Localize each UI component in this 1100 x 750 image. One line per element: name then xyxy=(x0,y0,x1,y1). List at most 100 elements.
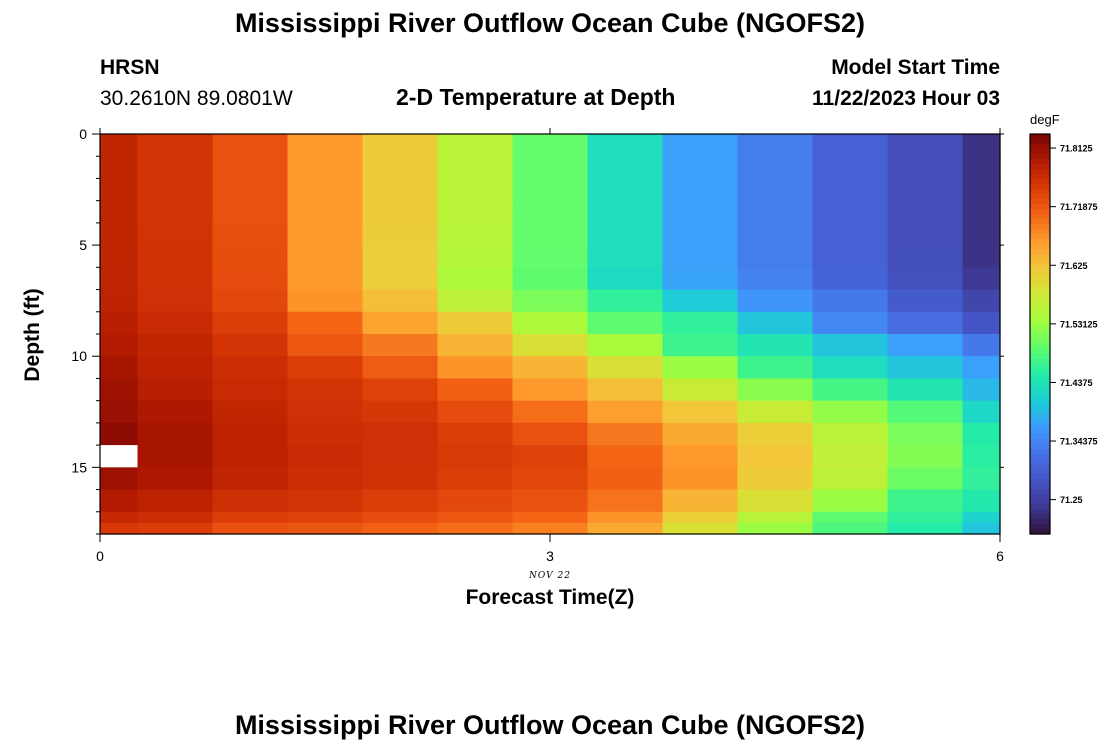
colorbar-gradient xyxy=(1030,134,1050,535)
x-tick-label: 0 xyxy=(96,548,104,564)
heatmap-cell xyxy=(737,445,814,468)
heatmap-cell xyxy=(662,511,739,524)
colorbar-segment xyxy=(1030,289,1050,295)
colorbar-tick-label: 71.8125 xyxy=(1060,144,1093,154)
heatmap-cell xyxy=(212,356,289,380)
heatmap-cell xyxy=(137,156,214,180)
colorbar-segment xyxy=(1030,369,1050,375)
heatmap-cell xyxy=(100,445,139,468)
heatmap-cell xyxy=(587,200,664,224)
heatmap-cell xyxy=(287,445,364,468)
heatmap-cell xyxy=(212,489,289,513)
heatmap-cell xyxy=(287,311,364,335)
colorbar-segment xyxy=(1030,339,1050,345)
heatmap-cell xyxy=(887,311,964,335)
colorbar-segment xyxy=(1030,284,1050,290)
heatmap-cell xyxy=(137,222,214,246)
heatmap-cell xyxy=(887,267,964,291)
heatmap-cell xyxy=(962,156,1001,180)
heatmap-cell xyxy=(437,311,514,335)
heatmap-cell xyxy=(137,378,214,402)
heatmap-cell xyxy=(512,245,589,268)
colorbar-segment xyxy=(1030,194,1050,200)
x-tick-label: 3 xyxy=(546,548,554,564)
colorbar-ticks: 71.8125 71.71875 71.625 71.53125 71.4375 71.3… xyxy=(1050,144,1098,505)
heatmap-cell xyxy=(437,511,514,524)
colorbar-segment xyxy=(1030,394,1050,400)
heatmap-cell xyxy=(512,222,589,246)
heatmap-cell xyxy=(587,489,664,513)
heatmap-cell xyxy=(512,267,589,291)
heatmap-cell xyxy=(962,445,1001,468)
heatmap-cell xyxy=(362,356,439,380)
colorbar-segment xyxy=(1030,244,1050,250)
chart-subtitle: 2-D Temperature at Depth xyxy=(396,84,676,110)
heatmap-cell xyxy=(662,311,739,335)
heatmap-cell xyxy=(512,334,589,357)
y-tick-label: 0 xyxy=(79,126,87,142)
colorbar-segment xyxy=(1030,439,1050,445)
heatmap-cell xyxy=(737,489,814,513)
y-tick-label: 15 xyxy=(71,459,87,475)
heatmap-cell xyxy=(737,334,814,357)
heatmap-cell xyxy=(812,445,889,468)
heatmap-cell xyxy=(212,311,289,335)
heatmap-cell xyxy=(887,378,964,402)
colorbar-segment xyxy=(1030,404,1050,410)
colorbar-segment xyxy=(1030,259,1050,265)
heatmap-cell xyxy=(137,511,214,524)
colorbar-segment xyxy=(1030,509,1050,515)
colorbar-segment xyxy=(1030,484,1050,490)
heatmap-cell xyxy=(812,267,889,291)
heatmap-cell xyxy=(512,311,589,335)
colorbar-segment xyxy=(1030,429,1050,435)
heatmap-cell xyxy=(512,156,589,180)
model-start-time: 11/22/2023 Hour 03 xyxy=(812,87,1000,110)
heatmap-cell xyxy=(362,222,439,246)
colorbar-segment xyxy=(1030,294,1050,300)
heatmap-cell xyxy=(287,378,364,402)
heatmap-cell xyxy=(212,267,289,291)
heatmap-cell xyxy=(812,511,889,524)
heatmap-cell xyxy=(737,289,814,313)
colorbar-segment xyxy=(1030,154,1050,160)
heatmap-cell xyxy=(587,356,664,380)
heatmap-cell xyxy=(287,134,364,157)
heatmap-cell xyxy=(962,378,1001,402)
heatmap-cell xyxy=(887,245,964,268)
heatmap-cell xyxy=(137,267,214,291)
footer-title: Mississippi River Outflow Ocean Cube (NG… xyxy=(234,710,866,740)
heatmap-cell xyxy=(137,489,214,513)
heatmap-cell xyxy=(662,400,739,424)
colorbar-segment xyxy=(1030,309,1050,315)
colorbar-segment xyxy=(1030,174,1050,180)
colorbar-segment xyxy=(1030,379,1050,385)
heatmap-cell xyxy=(512,489,589,513)
colorbar-segment xyxy=(1030,519,1050,525)
heatmap-cell xyxy=(587,178,664,202)
heatmap-cell xyxy=(587,467,664,491)
heatmap-cell xyxy=(587,511,664,524)
heatmap-cell xyxy=(737,378,814,402)
heatmap-cell xyxy=(362,334,439,357)
colorbar-segment xyxy=(1030,389,1050,395)
heatmap-cell xyxy=(437,222,514,246)
heatmap-cell xyxy=(962,134,1001,157)
heatmap-cell xyxy=(362,267,439,291)
heatmap-cell xyxy=(437,422,514,446)
heatmap-cell xyxy=(962,289,1001,313)
colorbar-segment xyxy=(1030,274,1050,280)
heatmap-cell xyxy=(437,356,514,380)
heatmap-cell xyxy=(287,400,364,424)
heatmap-cell xyxy=(737,134,814,157)
heatmap-cell xyxy=(737,156,814,180)
heatmap-cell xyxy=(212,445,289,468)
colorbar-segment xyxy=(1030,304,1050,310)
heatmap-cell xyxy=(362,289,439,313)
colorbar-segment xyxy=(1030,489,1050,495)
colorbar-segment xyxy=(1030,414,1050,420)
heatmap-cell xyxy=(137,200,214,224)
heatmap-cell xyxy=(100,400,139,424)
model-start-label: Model Start Time xyxy=(831,56,1000,79)
